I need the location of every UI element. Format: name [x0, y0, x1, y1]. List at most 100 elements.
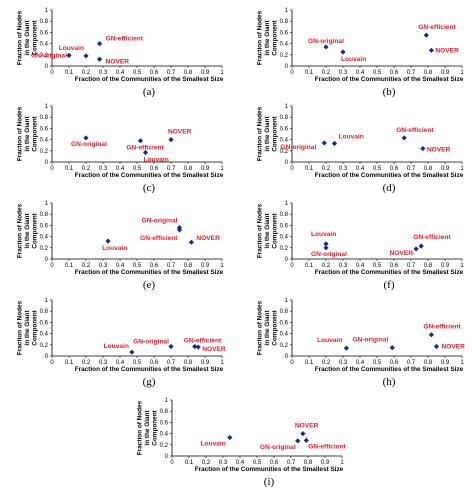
y-tick-label: 0.6 [280, 223, 289, 229]
y-tick-label: 0.6 [280, 30, 289, 36]
x-tick-label: 0.9 [321, 460, 330, 466]
y-tick-label: 0.8 [280, 115, 289, 121]
data-point-label: GN-efficient [418, 24, 456, 31]
data-point-label: GN-efficient [106, 36, 144, 43]
panel-caption: (d) [383, 182, 396, 194]
data-point-label: NOVER [202, 346, 226, 353]
y-axis-label: Fraction of Nodesin the GiantComponent [17, 10, 39, 65]
x-tick-label: 0.7 [407, 360, 416, 366]
y-tick-label: 1 [45, 104, 49, 110]
data-point-label: Louvain [311, 231, 336, 238]
x-tick-label: 0.4 [356, 263, 365, 269]
data-point-marker [323, 241, 329, 247]
y-axis-label-line: in the Giant [264, 20, 271, 56]
y-tick-label: 0.8 [280, 19, 289, 25]
x-axis-label: Fraction of the Communities of the Small… [315, 366, 464, 373]
x-tick-label: 0.9 [201, 263, 210, 269]
data-point-marker [428, 47, 434, 53]
x-tick-label: 0.5 [373, 166, 382, 172]
data-point-marker [83, 53, 89, 59]
data-point-marker [168, 137, 174, 143]
y-tick-label: 0.6 [40, 30, 49, 36]
y-tick-label: 0.2 [40, 246, 49, 252]
data-point-label: GN-efficient [126, 145, 164, 152]
x-tick-label: 0.9 [441, 70, 450, 76]
y-tick-label: 1 [45, 201, 49, 207]
x-tick-label: 0.5 [253, 460, 262, 466]
panel-caption: (g) [143, 376, 156, 388]
x-tick-label: 0.1 [185, 460, 194, 466]
y-tick-label: 0.2 [40, 53, 49, 59]
x-axis-label: Fraction of the Communities of the Small… [75, 269, 224, 276]
data-point-label: GN-efficient [140, 235, 178, 242]
x-tick-label: 1 [220, 360, 224, 366]
x-tick-label: 0.7 [407, 166, 416, 172]
x-tick-label: 0.4 [116, 360, 125, 366]
x-axis-label: Fraction of the Communities of the Small… [315, 269, 464, 276]
y-tick-label: 0.4 [40, 42, 49, 48]
y-tick-label: 0.4 [280, 235, 289, 241]
x-tick-label: 0 [50, 263, 54, 269]
x-tick-label: 1 [220, 263, 224, 269]
x-tick-label: 0.4 [356, 360, 365, 366]
y-axis-label-line: in the Giant [144, 410, 151, 446]
y-tick-label: 0.4 [280, 138, 289, 144]
panel-caption: (a) [143, 86, 156, 98]
x-tick-label: 0.2 [322, 166, 331, 172]
y-tick-label: 0 [285, 257, 289, 263]
data-point-label: Louvain [144, 156, 169, 163]
data-point-marker [401, 135, 407, 141]
y-tick-label: 0 [165, 454, 169, 460]
x-tick-label: 0.3 [339, 70, 348, 76]
y-tick-label: 0.2 [280, 343, 289, 349]
y-axis-label-line: Component [32, 309, 39, 345]
y-axis-label-line: Component [272, 19, 279, 55]
x-tick-label: 0.7 [407, 70, 416, 76]
data-point-label: GN-efficient [308, 443, 346, 450]
y-axis-label: Fraction of Nodesin the GiantComponent [137, 400, 159, 455]
x-tick-label: 0.8 [184, 360, 193, 366]
data-point-marker [300, 431, 306, 437]
y-axis-label: Fraction of Nodesin the GiantComponent [17, 300, 39, 355]
x-tick-label: 0.3 [339, 263, 348, 269]
y-axis-label-line: Component [32, 212, 39, 248]
data-point-marker [423, 32, 429, 38]
data-point-label: GN-original [133, 338, 169, 345]
data-point-marker [176, 227, 183, 233]
x-tick-label: 0.9 [201, 166, 210, 172]
data-point-marker [66, 52, 72, 58]
x-tick-label: 0.8 [424, 263, 433, 269]
data-point-label: NOVER [168, 129, 192, 136]
data-point-marker [227, 434, 233, 441]
x-tick-label: 0.8 [184, 166, 193, 172]
panel-caption: (f) [384, 279, 395, 291]
scatter-panel: 0 0.1 0.2 0.3 0.4 0.5 0.6 0.7 0.8 0.9 1 0 0.2 0.4 0.6 0… [257, 201, 465, 291]
x-tick-label: 1 [460, 166, 464, 172]
x-tick-label: 0.2 [322, 70, 331, 76]
scatter-panel: 0 0.1 0.2 0.3 0.4 0.5 0.6 0.7 0.8 0.9 1 0 0.2 0.4 0.6 0… [17, 8, 225, 98]
y-tick-label: 0.8 [280, 309, 289, 315]
x-tick-label: 0.4 [116, 263, 125, 269]
scatter-panel: 0 0.1 0.2 0.3 0.4 0.5 0.6 0.7 0.8 0.9 1 0 0.2 0.4 0.6 0… [257, 104, 465, 194]
data-point-marker [340, 49, 346, 55]
x-tick-label: 0.6 [270, 460, 279, 466]
data-point-marker [420, 145, 426, 152]
y-tick-label: 0.2 [40, 343, 49, 349]
x-tick-label: 0.5 [373, 263, 382, 269]
y-tick-label: 1 [165, 398, 169, 404]
y-tick-label: 0.4 [280, 42, 289, 48]
panel-caption: (i) [264, 476, 275, 488]
x-tick-label: 0.2 [322, 263, 331, 269]
y-axis-label: Fraction of Nodesin the GiantComponent [257, 300, 279, 355]
y-tick-label: 0 [45, 64, 49, 70]
x-tick-label: 0.7 [167, 263, 176, 269]
y-tick-label: 0 [45, 257, 49, 263]
x-tick-label: 0.6 [150, 166, 159, 172]
scatter-panel: 0 0.1 0.2 0.3 0.4 0.5 0.6 0.7 0.8 0.9 1 0 0.2 0.4 0.6 0… [137, 398, 347, 488]
y-tick-label: 1 [285, 298, 289, 304]
y-axis-label-line: Component [272, 115, 279, 151]
x-tick-label: 0.6 [390, 360, 399, 366]
y-tick-label: 1 [285, 104, 289, 110]
x-tick-label: 0.9 [441, 360, 450, 366]
